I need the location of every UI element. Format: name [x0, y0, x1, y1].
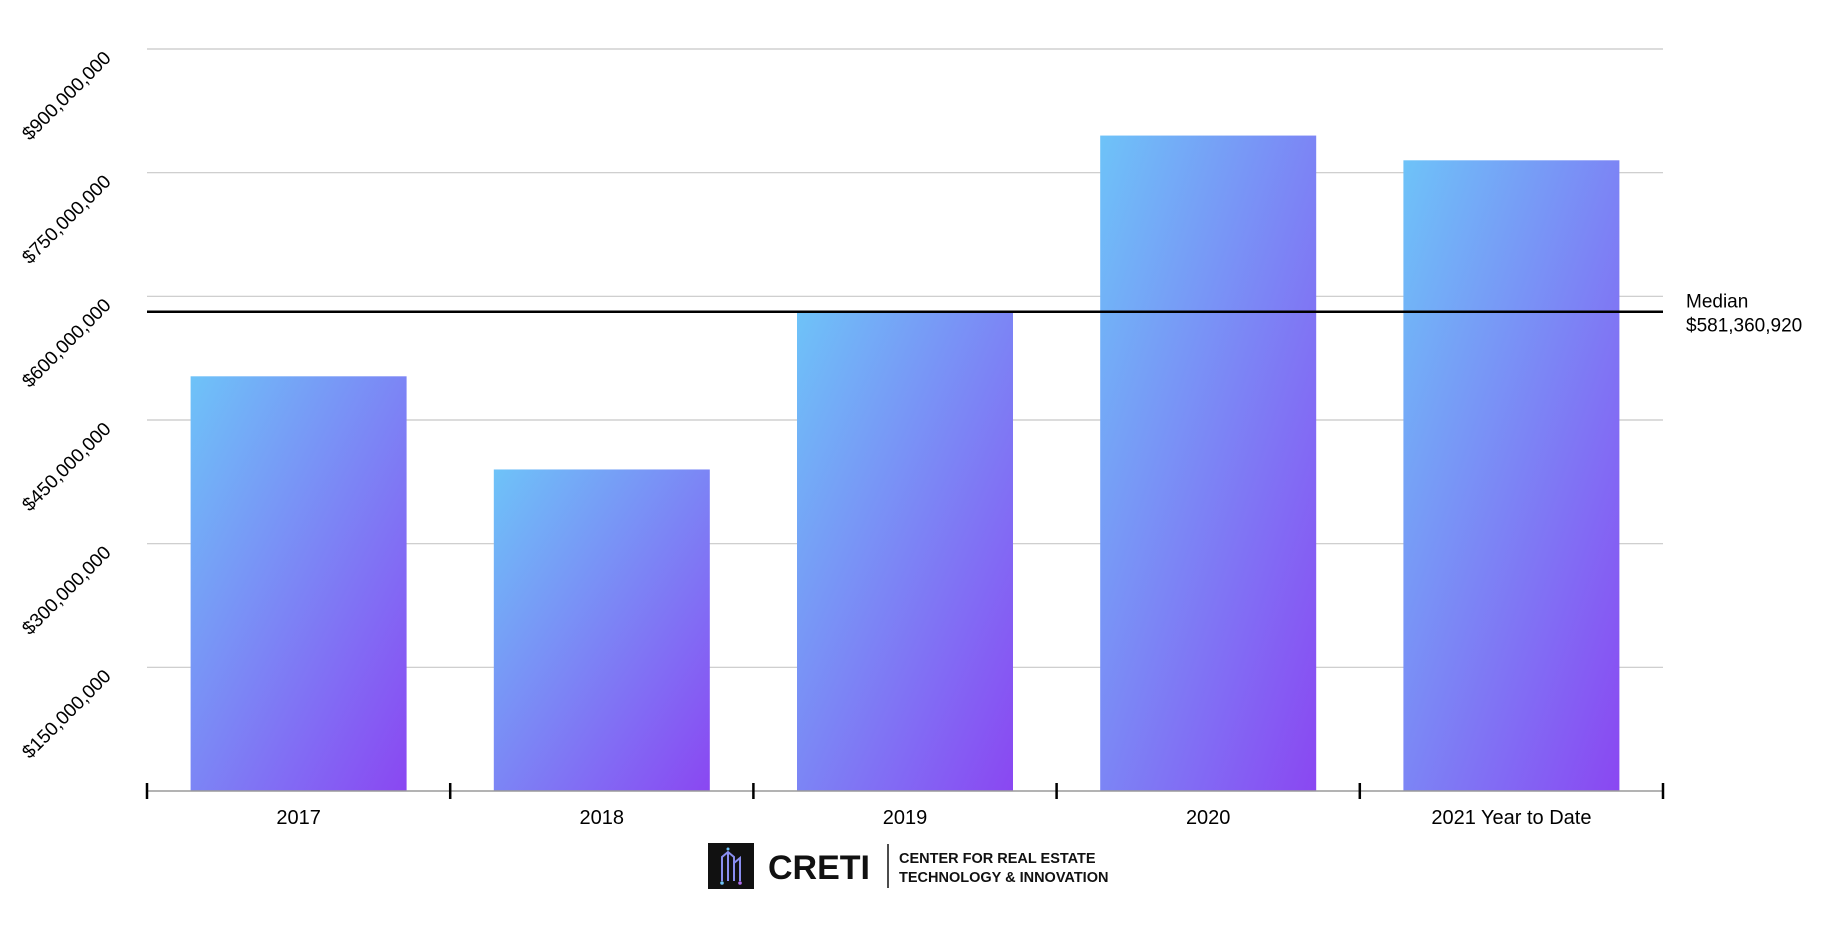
logo-subtitle-line1: CENTER FOR REAL ESTATE: [899, 851, 1096, 867]
x-tick-label: 2017: [276, 807, 321, 829]
y-tick-label: $750,000,000: [18, 171, 115, 268]
median-reference: Median $581,360,920: [147, 292, 1802, 337]
x-tick-label: 2018: [580, 807, 625, 829]
median-label: Median: [1686, 292, 1748, 313]
creti-wordmark: CRETI: [768, 849, 870, 887]
x-axis-tick-labels: 2017 2018 2019 2020 2021 Year to Date: [276, 807, 1591, 829]
median-value-label: $581,360,920: [1686, 316, 1802, 337]
y-tick-label: $150,000,000: [18, 666, 115, 763]
y-tick-label: $450,000,000: [18, 419, 115, 516]
x-tick-label: 2019: [883, 807, 928, 829]
y-tick-label: $300,000,000: [18, 542, 115, 639]
bar-2020: [1100, 135, 1317, 792]
y-tick-label: $600,000,000: [18, 295, 115, 392]
x-tick-label: 2020: [1186, 807, 1231, 829]
bar-2018: [493, 469, 710, 791]
creti-logo-icon: [708, 843, 754, 889]
y-axis-tick-labels: $150,000,000 $300,000,000 $450,000,000 $600…: [18, 48, 115, 763]
bar-2017: [190, 376, 407, 791]
x-tick-label: 2021 Year to Date: [1431, 807, 1591, 829]
bar-2019: [797, 311, 1013, 791]
bars: [190, 135, 1620, 792]
creti-logo: CRETI CENTER FOR REAL ESTATE TECHNOLOGY …: [708, 843, 1108, 889]
y-tick-label: $900,000,000: [18, 48, 115, 145]
x-axis: [145, 783, 1665, 799]
bar-2021-year-to-date: [1403, 160, 1620, 792]
logo-subtitle-line2: TECHNOLOGY & INNOVATION: [899, 870, 1108, 886]
